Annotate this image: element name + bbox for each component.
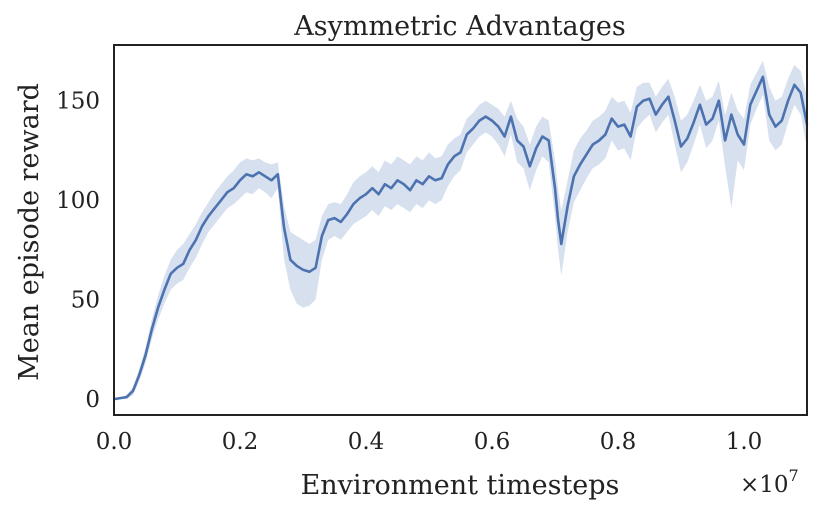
x-tick-label: 1.0 xyxy=(726,429,763,455)
chart-title: Asymmetric Advantages xyxy=(293,11,625,42)
y-tick-label: 100 xyxy=(56,188,100,214)
y-axis-label: Mean episode reward xyxy=(14,83,45,381)
x-axis-label: Environment timesteps xyxy=(301,470,620,501)
x-axis-ticks: 0.0 0.2 0.4 0.6 0.8 1.0 xyxy=(96,429,763,455)
x-tick-label: 0.4 xyxy=(348,429,385,455)
x-tick-label: 0.6 xyxy=(474,429,511,455)
x-tick-label: 0.2 xyxy=(222,429,259,455)
x-tick-label: 0.8 xyxy=(600,429,637,455)
y-axis-ticks: 0 50 100 150 xyxy=(56,89,100,413)
x-axis-multiplier-exponent: 7 xyxy=(789,466,799,485)
y-tick-label: 50 xyxy=(71,288,100,314)
x-axis-multiplier-base: ×10 xyxy=(740,472,789,498)
y-tick-label: 150 xyxy=(56,89,100,115)
x-tick-label: 0.0 xyxy=(96,429,133,455)
x-axis-multiplier: ×107 xyxy=(740,466,799,498)
reward-line xyxy=(113,75,809,401)
plot-frame xyxy=(113,44,808,416)
y-tick-label: 0 xyxy=(85,387,100,413)
plot-area xyxy=(113,60,809,401)
